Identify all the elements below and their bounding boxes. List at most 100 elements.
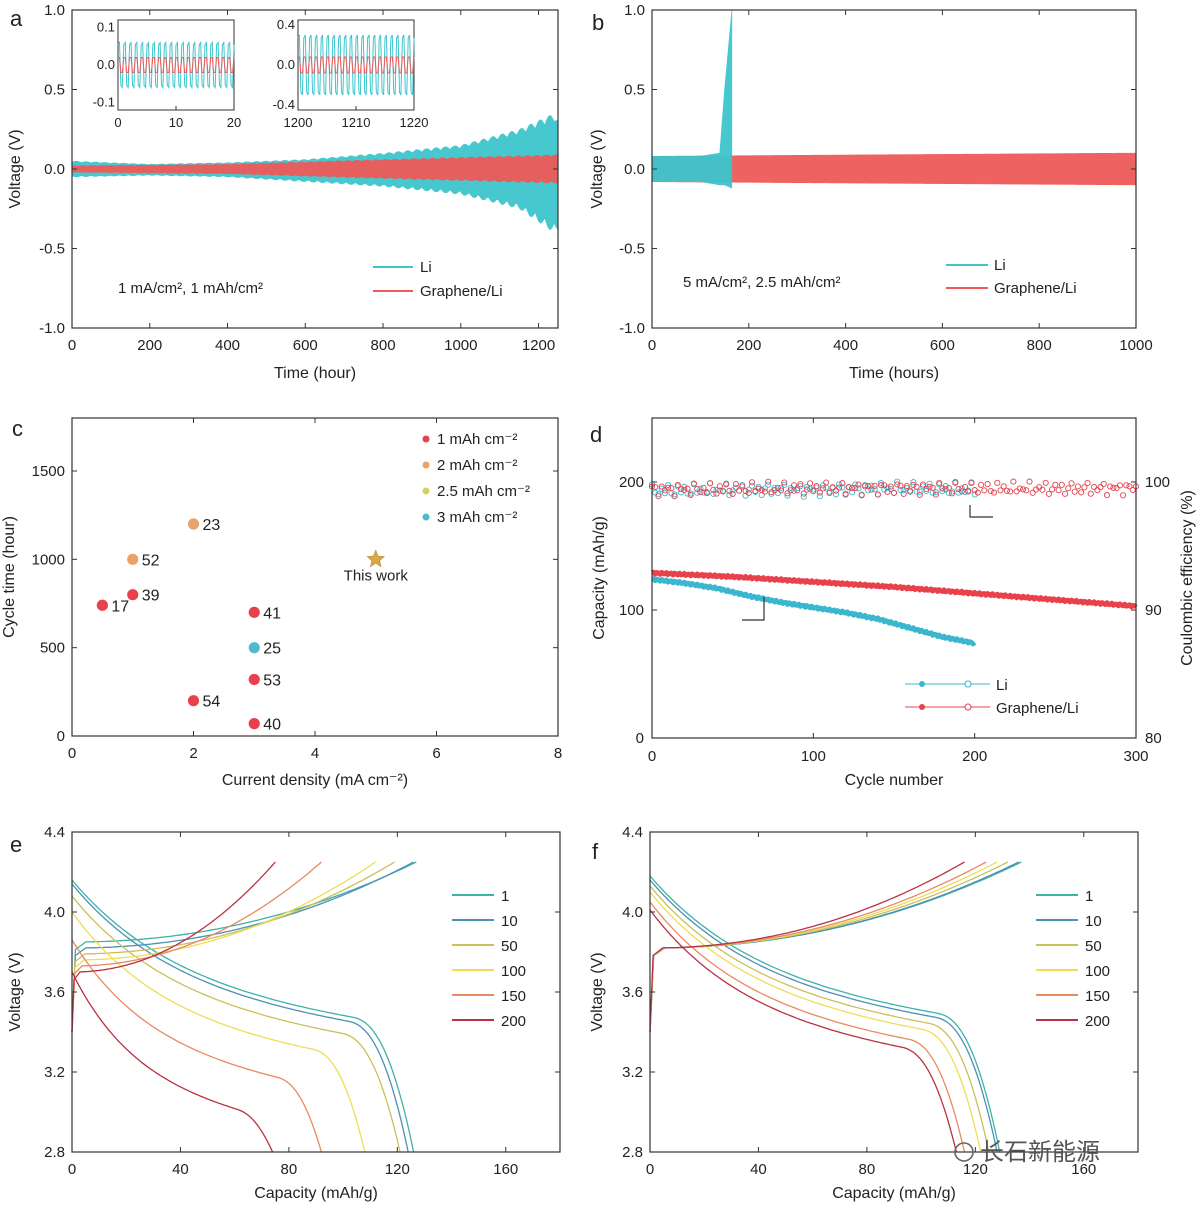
panel-e-series-charge-cycle-10 xyxy=(71,861,414,1033)
panel-e-frame xyxy=(71,831,561,1153)
panel-d-series-graphene-li-ce-point xyxy=(826,489,833,497)
panel-d-series-graphene-li-ce-point xyxy=(1061,490,1069,497)
panel-f-series-discharge-cycle-200 xyxy=(649,909,958,1153)
panel-d-series-graphene-li-ce-point xyxy=(900,490,907,497)
panel-d-series-graphene-li-ce-point xyxy=(1052,481,1059,488)
panel-c-ytick-label: 500 xyxy=(40,640,65,657)
panel-c-ytick-label: 1500 xyxy=(32,463,65,480)
panel-d-series-graphene-li-ce-point xyxy=(871,482,878,489)
panel-a-ytick-label: -0.5 xyxy=(39,241,65,258)
panel-d-series-graphene-li-ce-point xyxy=(1087,490,1094,497)
panel-d-series-graphene-li-ce-point xyxy=(913,483,920,490)
panel-d-frame xyxy=(651,417,1137,739)
panel-e-series-discharge-cycle-50 xyxy=(71,895,401,1153)
panel-a-series-graphene-li-band xyxy=(71,154,558,184)
panel-a-xlabel: Time (hour) xyxy=(274,365,356,382)
panel-d-series-graphene-li-ce-point xyxy=(1020,486,1027,493)
panel-d-series-graphene-li-ce-point xyxy=(742,487,749,495)
panel-a-inset-ytick-label: 0.0 xyxy=(277,57,295,72)
panel-d-ce-axis-arrow xyxy=(969,505,993,518)
panel-d-series-li-ce-point xyxy=(697,485,704,492)
panel-e: e 1 10 50 100 150 200 0 40 80 120 160 2.8 3.2 3.6 4.0 4.… xyxy=(7,824,561,1202)
panel-e-letter: e xyxy=(10,832,22,857)
panel-e-xtick-label: 80 xyxy=(281,1161,298,1178)
panel-d-series-graphene-li-ce-point xyxy=(1110,484,1117,491)
panel-a-inset-xtick-label: 10 xyxy=(169,115,183,130)
panel-c-xtick-label: 2 xyxy=(189,745,197,762)
panel-d: d 0 100 200 300 0 100 200 80 90 100 Cycle number Cap… xyxy=(590,417,1196,789)
panel-d-series-li-ce-point xyxy=(658,485,665,492)
panel-d-series-li-ce-point xyxy=(668,490,675,497)
panel-d-series-graphene-li-ce-point xyxy=(836,484,843,491)
panel-d-series-graphene-li-ce-point xyxy=(739,483,746,490)
panel-e-series-discharge-cycle-1 xyxy=(71,879,415,1153)
panel-e-legend-label: 150 xyxy=(501,988,526,1005)
panel-d-xtick-label: 200 xyxy=(962,748,987,765)
panel-e-series-charge-cycle-1 xyxy=(71,861,417,1033)
panel-d-series-li-ce-point xyxy=(748,482,756,489)
panel-c-point-label: 23 xyxy=(203,517,221,534)
panel-d-series-li-ce-point xyxy=(797,483,804,490)
panel-a-ytick-label: 0.5 xyxy=(44,82,65,99)
panel-d-series-graphene-li-ce-point xyxy=(839,480,846,487)
panel-f-ylabel: Voltage (V) xyxy=(589,952,606,1031)
panel-a-xtick-label: 1200 xyxy=(522,337,555,354)
panel-d-series-li-ce-point xyxy=(894,478,901,485)
panel-d-series-graphene-li-ce-point xyxy=(1084,479,1091,487)
panel-a-ytick-label: -1.0 xyxy=(39,320,65,337)
panel-a-inset-trace xyxy=(117,40,235,90)
panel-a-inset-ytick-label: -0.4 xyxy=(273,97,295,112)
panel-d-series-graphene-li-ce-point xyxy=(781,479,788,486)
panel-d-series-li-ce-point xyxy=(774,490,781,497)
panel-c-this-work-star xyxy=(366,549,386,568)
panel-d-series-li-ce-point xyxy=(932,489,939,496)
panel-d-series-graphene-li-ce-point xyxy=(1039,486,1046,493)
panel-e-series-charge-cycle-150 xyxy=(71,861,322,1033)
panel-d-series-graphene-li-ce-point xyxy=(1081,484,1088,491)
panel-d-series-graphene-li-ce-point xyxy=(1049,486,1056,493)
panel-d-series-li-ce-point xyxy=(913,488,920,495)
panel-d-series-graphene-li-ce-point xyxy=(813,482,820,490)
panel-d-series-graphene-li-ce-point xyxy=(984,481,991,488)
panel-e-series-charge-cycle-200 xyxy=(71,861,276,1033)
panel-f-letter: f xyxy=(592,839,599,864)
panel-f-xtick-label: 160 xyxy=(1071,1161,1096,1178)
panel-d-series-li-ce-point xyxy=(784,492,791,499)
panel-c-xlabel: Current density (mA cm⁻²) xyxy=(222,772,408,789)
panel-d-series-li-ce-point xyxy=(781,481,788,489)
panel-f-series-charge-cycle-100 xyxy=(649,861,998,1033)
panel-c-point xyxy=(247,605,261,619)
panel-e-xtick-label: 40 xyxy=(172,1161,189,1178)
panel-b-ytick-label: 1.0 xyxy=(624,2,645,19)
panel-e-legend-label: 50 xyxy=(501,938,518,955)
panel-e-ytick-label: 3.6 xyxy=(44,984,65,1001)
panel-d-series-graphene-li-ce-point xyxy=(945,484,952,491)
panel-d-series-graphene-li-ce-point xyxy=(878,482,885,489)
panel-d-series-li-ce-point xyxy=(897,486,904,494)
panel-d-series-li-ce-point xyxy=(923,487,930,495)
panel-d-ylabel: Capacity (mAh/g) xyxy=(591,516,608,640)
panel-b-ytick-label: 0.0 xyxy=(624,161,645,178)
panel-d-series-li-capacity xyxy=(651,576,977,647)
panel-a-inset-frame xyxy=(297,19,415,111)
panel-d-series-graphene-li-ce-point xyxy=(987,487,994,495)
panel-d-y2tick-label: 80 xyxy=(1145,730,1162,747)
panel-f-ytick-label: 3.6 xyxy=(622,984,643,1001)
panel-a-xtick-label: 600 xyxy=(293,337,318,354)
panel-c-ytick-label: 1000 xyxy=(32,551,65,568)
panel-d-series-graphene-li-ce-point xyxy=(819,485,827,492)
panel-a-inset-xtick-label: 1210 xyxy=(342,115,371,130)
panel-d-series-li-ce-point xyxy=(716,487,723,494)
panel-d-series-graphene-li-ce-point xyxy=(726,487,733,494)
panel-e-xtick-label: 160 xyxy=(493,1161,518,1178)
panel-d-series-li-ce-point xyxy=(761,485,768,492)
watermark-logo-icon xyxy=(954,1142,974,1162)
panel-d-series-graphene-li-ce-point xyxy=(916,491,923,498)
panel-d-ytick-label: 0 xyxy=(636,730,644,747)
panel-d-series-graphene-li-ce-point xyxy=(1078,489,1085,496)
panel-d-series-li-ce-point xyxy=(710,490,717,497)
panel-d-capacity-axis-arrow xyxy=(742,597,765,621)
panel-c-point-label: 25 xyxy=(263,641,281,658)
panel-d-series-graphene-li-ce-point xyxy=(748,479,756,486)
panel-d-series-graphene-li-ce-point xyxy=(655,493,662,500)
